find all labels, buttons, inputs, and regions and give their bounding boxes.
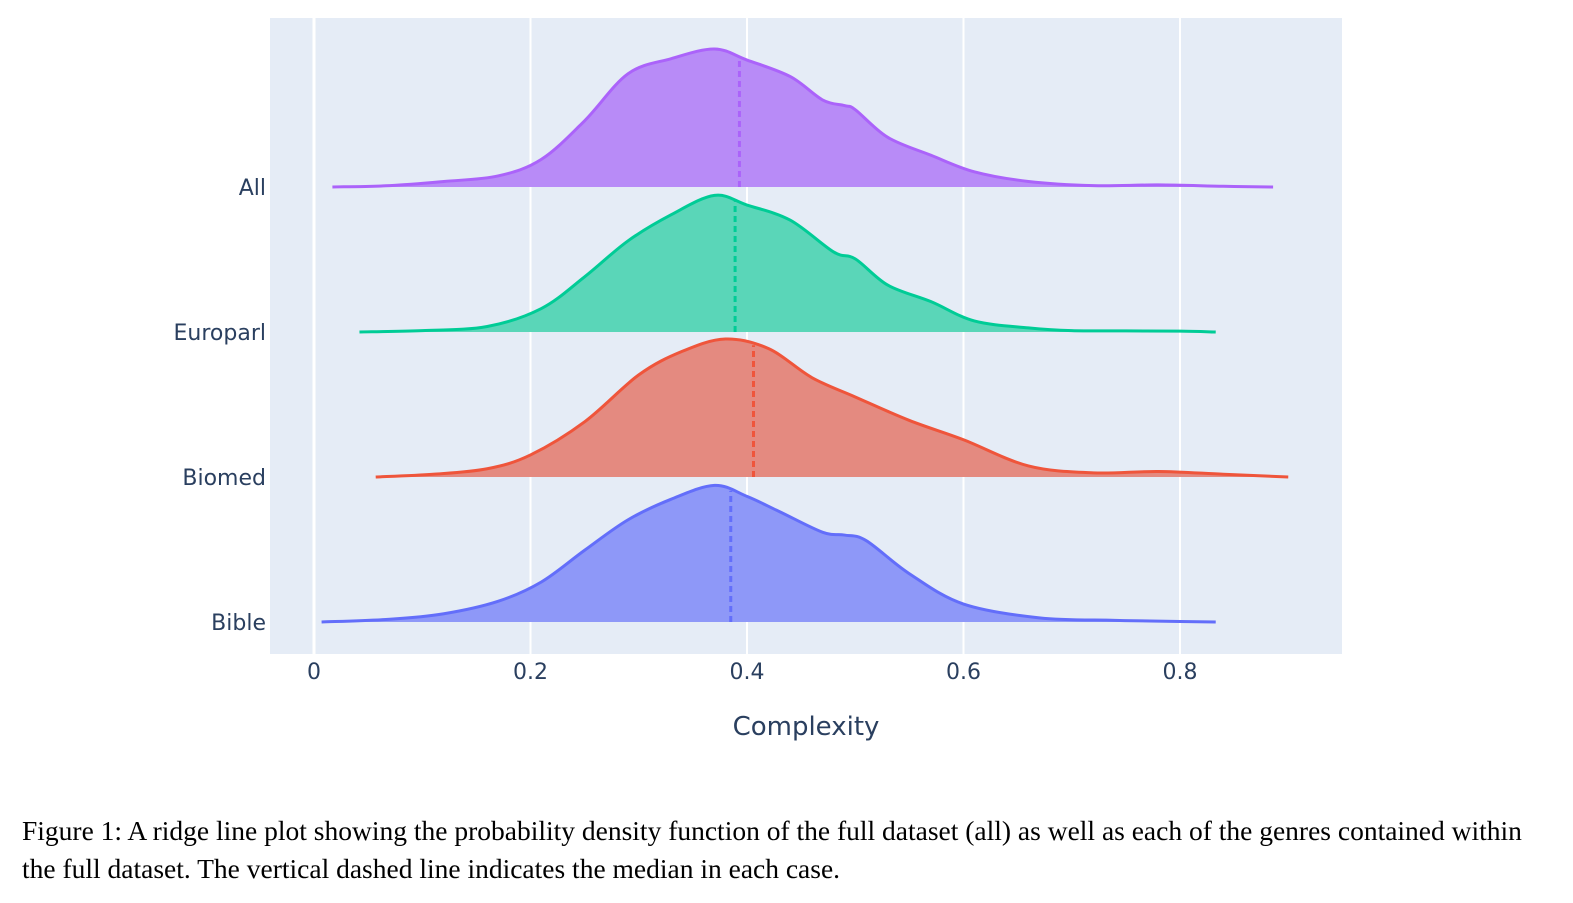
y-tick-label-all: All	[239, 176, 266, 201]
x-tick-label: 0.8	[1163, 660, 1198, 685]
x-tick-label: 0.6	[946, 660, 981, 685]
ridge-fill-europarl	[359, 195, 1216, 332]
ridge-line-all	[332, 47, 1274, 189]
ridge-bible	[321, 483, 1216, 624]
ridge-line-biomed	[375, 337, 1289, 479]
ridge-line-europarl	[359, 193, 1216, 334]
ridges	[321, 47, 1289, 624]
x-axis-title: Complexity	[733, 712, 880, 742]
ridge-line-bible	[321, 483, 1216, 624]
figure-caption: Figure 1: A ridge line plot showing the …	[22, 815, 1522, 884]
ridge-fill-all	[332, 48, 1274, 187]
x-tick-label: 0.4	[730, 660, 765, 685]
ridge-europarl	[359, 193, 1216, 334]
ridge-fill-bible	[321, 485, 1216, 622]
y-tick-label-bible: Bible	[211, 611, 266, 636]
y-axis-ticks: All Europarl Biomed Bible	[174, 176, 266, 636]
y-tick-label-biomed: Biomed	[182, 466, 266, 491]
x-tick-label: 0	[307, 660, 321, 685]
ridge-fill-biomed	[375, 338, 1289, 477]
ridgeline-chart: 0 0.2 0.4 0.6 0.8 All Europarl Biomed Bible Com…	[174, 18, 1342, 742]
y-tick-label-europarl: Europarl	[174, 321, 266, 346]
x-tick-label: 0.2	[513, 660, 548, 685]
x-axis-ticks: 0 0.2 0.4 0.6 0.8	[307, 660, 1198, 685]
ridge-all	[332, 47, 1274, 189]
ridge-biomed	[375, 337, 1289, 479]
